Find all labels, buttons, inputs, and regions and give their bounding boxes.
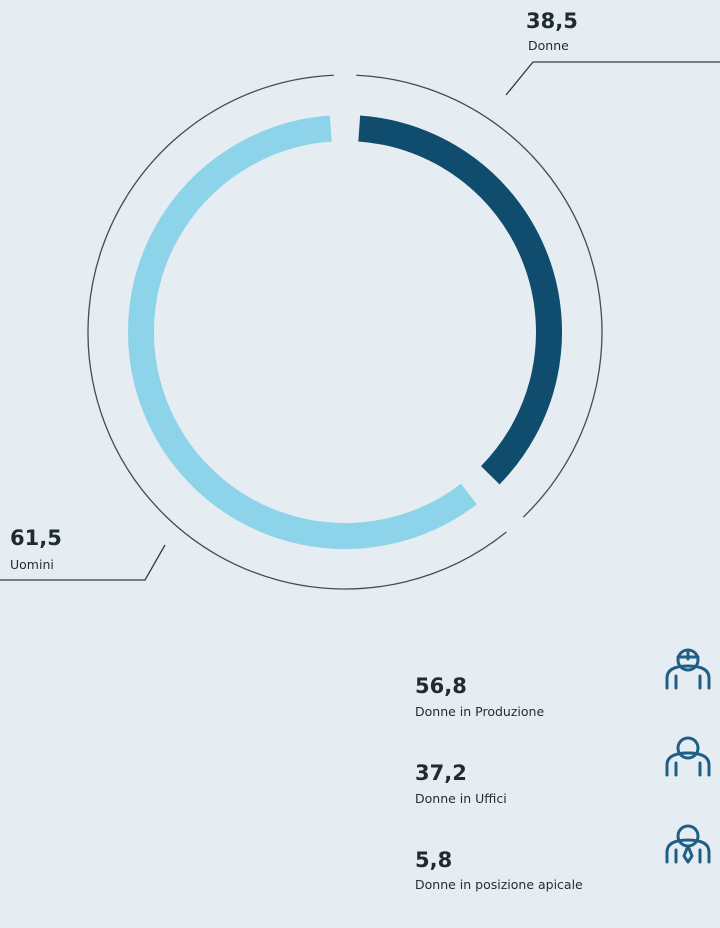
donut-segment bbox=[358, 115, 562, 485]
item-label: Donne in Uffici bbox=[415, 791, 507, 806]
value-label: 61,5 bbox=[10, 526, 62, 550]
office-icon bbox=[665, 736, 711, 777]
leader-line bbox=[505, 61, 720, 96]
category-label: Uomini bbox=[10, 557, 54, 572]
outer-ring bbox=[356, 74, 603, 518]
item-value: 5,8 bbox=[415, 848, 452, 872]
value-label: 38,5 bbox=[526, 9, 578, 33]
category-label: Donne bbox=[528, 38, 569, 53]
donut bbox=[87, 74, 603, 590]
item-value: 37,2 bbox=[415, 761, 467, 785]
item-value: 56,8 bbox=[415, 674, 467, 698]
worker-icon bbox=[665, 648, 711, 690]
item-label: Donne in Produzione bbox=[415, 704, 544, 719]
leader-line bbox=[0, 544, 166, 581]
outer-ring bbox=[87, 74, 507, 590]
item-label: Donne in posizione apicale bbox=[415, 877, 583, 892]
donut-segment bbox=[128, 115, 477, 549]
manager-icon bbox=[665, 824, 711, 864]
